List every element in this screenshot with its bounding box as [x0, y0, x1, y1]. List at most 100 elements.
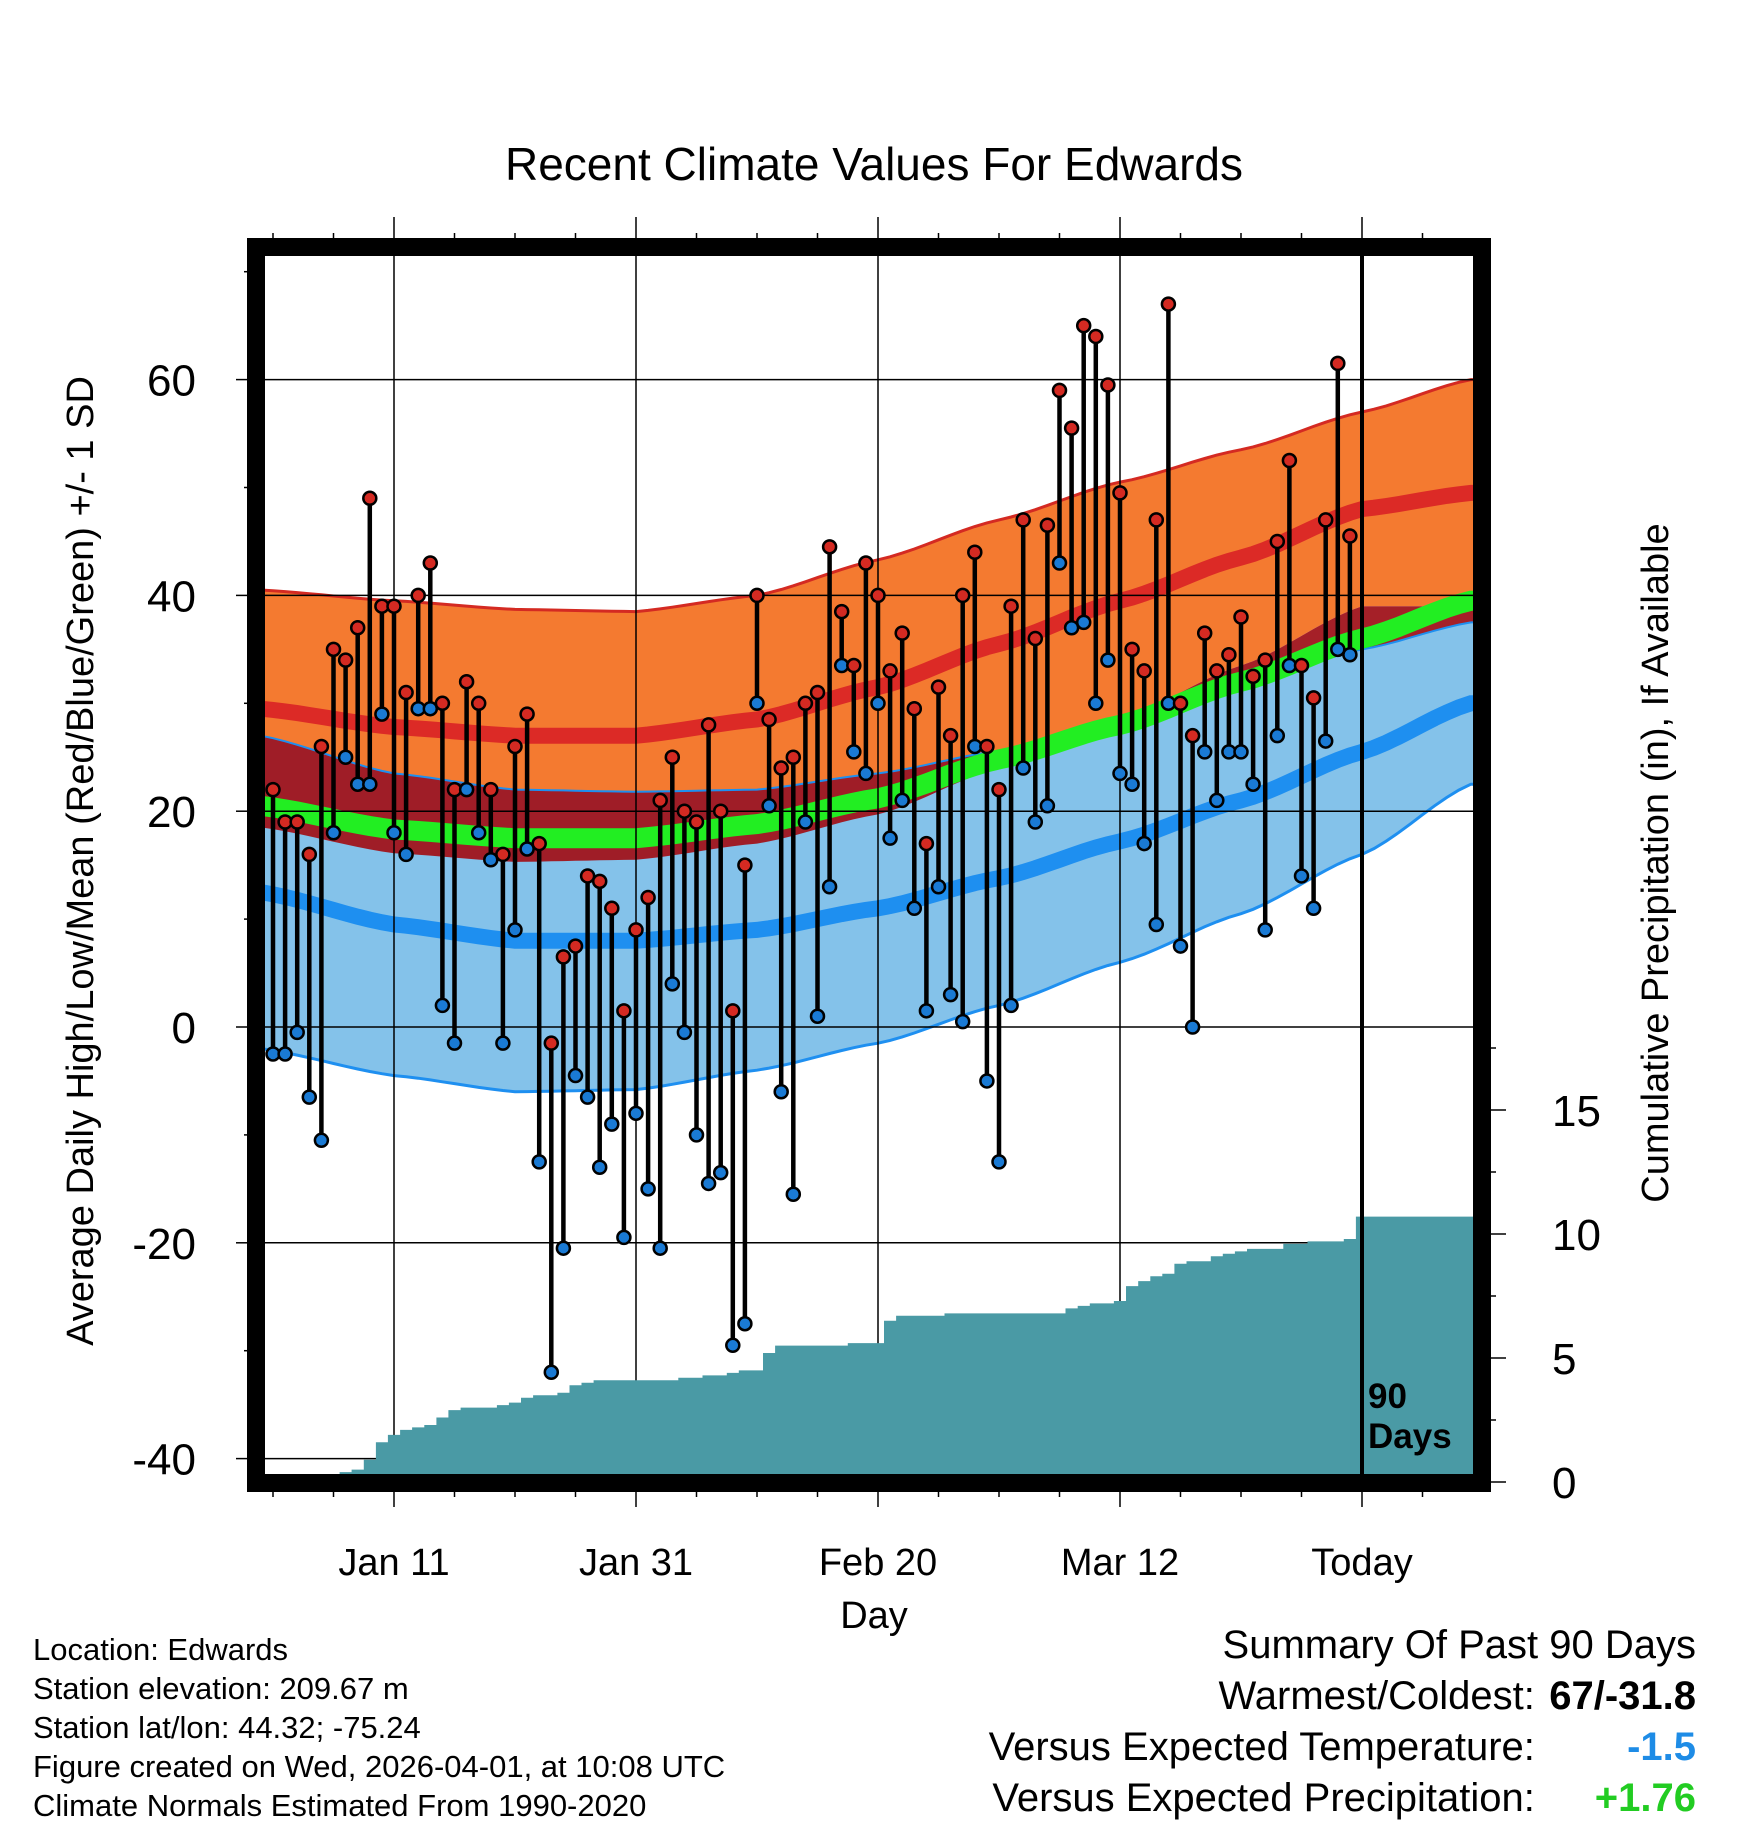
daily-low-point [761, 798, 777, 814]
daily-low-point [325, 825, 342, 841]
daily-high-point [555, 949, 572, 965]
daily-high-point [422, 555, 439, 571]
daily-high-point [1317, 512, 1334, 528]
daily-high-point [809, 684, 826, 701]
daily-high-point [785, 749, 802, 765]
daily-low-point [991, 1154, 1007, 1170]
daily-low-point [434, 997, 451, 1014]
daily-high-point [858, 555, 874, 571]
daily-high-point [531, 835, 547, 852]
summary-title: Summary Of Past 90 Days [1222, 1623, 1696, 1667]
daily-low-point [1063, 620, 1080, 636]
daily-high-point [821, 539, 838, 555]
daily-low-point [1269, 727, 1286, 744]
daily-low-point [1148, 916, 1165, 933]
daily-high-point [628, 922, 644, 938]
daily-low-point [313, 1132, 330, 1149]
daily-high-point [1100, 377, 1116, 393]
daily-high-point [737, 857, 753, 873]
daily-low-point [1172, 938, 1189, 954]
plot-frame [247, 238, 1491, 1492]
x-tick-label: Mar 12 [1061, 1542, 1179, 1584]
warm-cold-label: Warmest/Coldest: [1218, 1674, 1535, 1718]
today-marker-label: Days [1368, 1417, 1452, 1456]
y-tick-label: 40 [147, 572, 196, 621]
daily-low-point [1075, 614, 1092, 631]
daily-low-point [1184, 1019, 1201, 1035]
daily-high-point [749, 587, 765, 604]
daily-low-point [1100, 652, 1116, 668]
daily-low-point [628, 1105, 644, 1122]
daily-low-point [277, 1046, 293, 1062]
daily-high-point [301, 846, 318, 863]
daily-high-point [930, 679, 947, 695]
x-tick-label: Today [1311, 1542, 1412, 1584]
low-lower-edge [260, 782, 1482, 1094]
daily-high-point [942, 727, 959, 744]
daily-high-point [579, 868, 596, 884]
daily-low-point [870, 695, 886, 712]
daily-high-point [906, 700, 923, 717]
daily-low-point [676, 1024, 693, 1041]
daily-high-point [761, 711, 777, 728]
daily-high-point [1003, 598, 1019, 614]
station-info: Location: Edwards Station elevation: 209… [33, 1630, 725, 1825]
daily-high-point [604, 900, 620, 917]
daily-low-point [846, 744, 862, 760]
precip-label: Versus Expected Precipitation: [992, 1776, 1535, 1820]
daily-low-point [1233, 744, 1249, 760]
y-tick-label: -40 [132, 1436, 196, 1485]
daily-high-point [1027, 630, 1044, 647]
daily-high-point [265, 781, 281, 798]
daily-low-point [1136, 835, 1152, 852]
created-text: Figure created on Wed, 2026-04-01, at 10… [33, 1749, 726, 1784]
location-text: Location: Edwards [33, 1632, 289, 1667]
y2-tick-label: 10 [1552, 1211, 1601, 1260]
daily-high-point [1039, 517, 1056, 534]
daily-low-point [604, 1116, 620, 1132]
daily-high-point [700, 717, 717, 733]
daily-low-point [1209, 792, 1225, 809]
daily-high-point [1209, 663, 1225, 679]
y2-tick-label: 0 [1552, 1459, 1576, 1508]
daily-high-point [1281, 452, 1298, 469]
daily-low-point [1088, 695, 1104, 712]
daily-low-point [374, 706, 390, 722]
daily-high-point [1051, 382, 1068, 399]
daily-high-point [676, 803, 693, 819]
daily-low-point [725, 1337, 741, 1354]
daily-high-point [918, 835, 935, 852]
daily-low-point [712, 1164, 729, 1181]
daily-high-point [507, 738, 523, 755]
daily-low-point [821, 878, 838, 895]
daily-low-point [906, 900, 923, 917]
daily-high-point [1112, 485, 1128, 501]
daily-high-point [1342, 528, 1358, 544]
daily-high-point [519, 706, 535, 722]
daily-high-point [1075, 317, 1092, 334]
daily-low-point [422, 700, 439, 717]
daily-high-point [313, 738, 330, 755]
daily-low-point [483, 852, 499, 868]
daily-low-point [797, 814, 814, 830]
daily-low-point [301, 1089, 318, 1105]
daily-high-point [567, 938, 584, 954]
daily-high-point [337, 652, 354, 668]
daily-high-point [398, 684, 414, 701]
daily-low-point [591, 1159, 608, 1176]
daily-low-point [495, 1035, 511, 1051]
daily-low-point [664, 976, 681, 992]
y2-tick-label: 15 [1552, 1087, 1601, 1136]
daily-low-point [1003, 997, 1019, 1014]
daily-low-point [1039, 798, 1056, 814]
warm-cold-value: 67/-31.8 [1549, 1674, 1696, 1718]
axes: -40 -20 0 20 40 60 0 5 10 15 Jan 11 Jan 31 Feb 20 Mar… [132, 217, 1601, 1584]
daily-low-point [773, 1083, 789, 1100]
summary-panel: Summary Of Past 90 Days Warmest/Coldest:… [989, 1620, 1696, 1824]
daily-high-point [664, 749, 681, 765]
daily-high-point [543, 1035, 560, 1051]
daily-low-point [470, 825, 487, 841]
daily-low-point [1051, 555, 1068, 571]
daily-low-point [1015, 760, 1031, 776]
